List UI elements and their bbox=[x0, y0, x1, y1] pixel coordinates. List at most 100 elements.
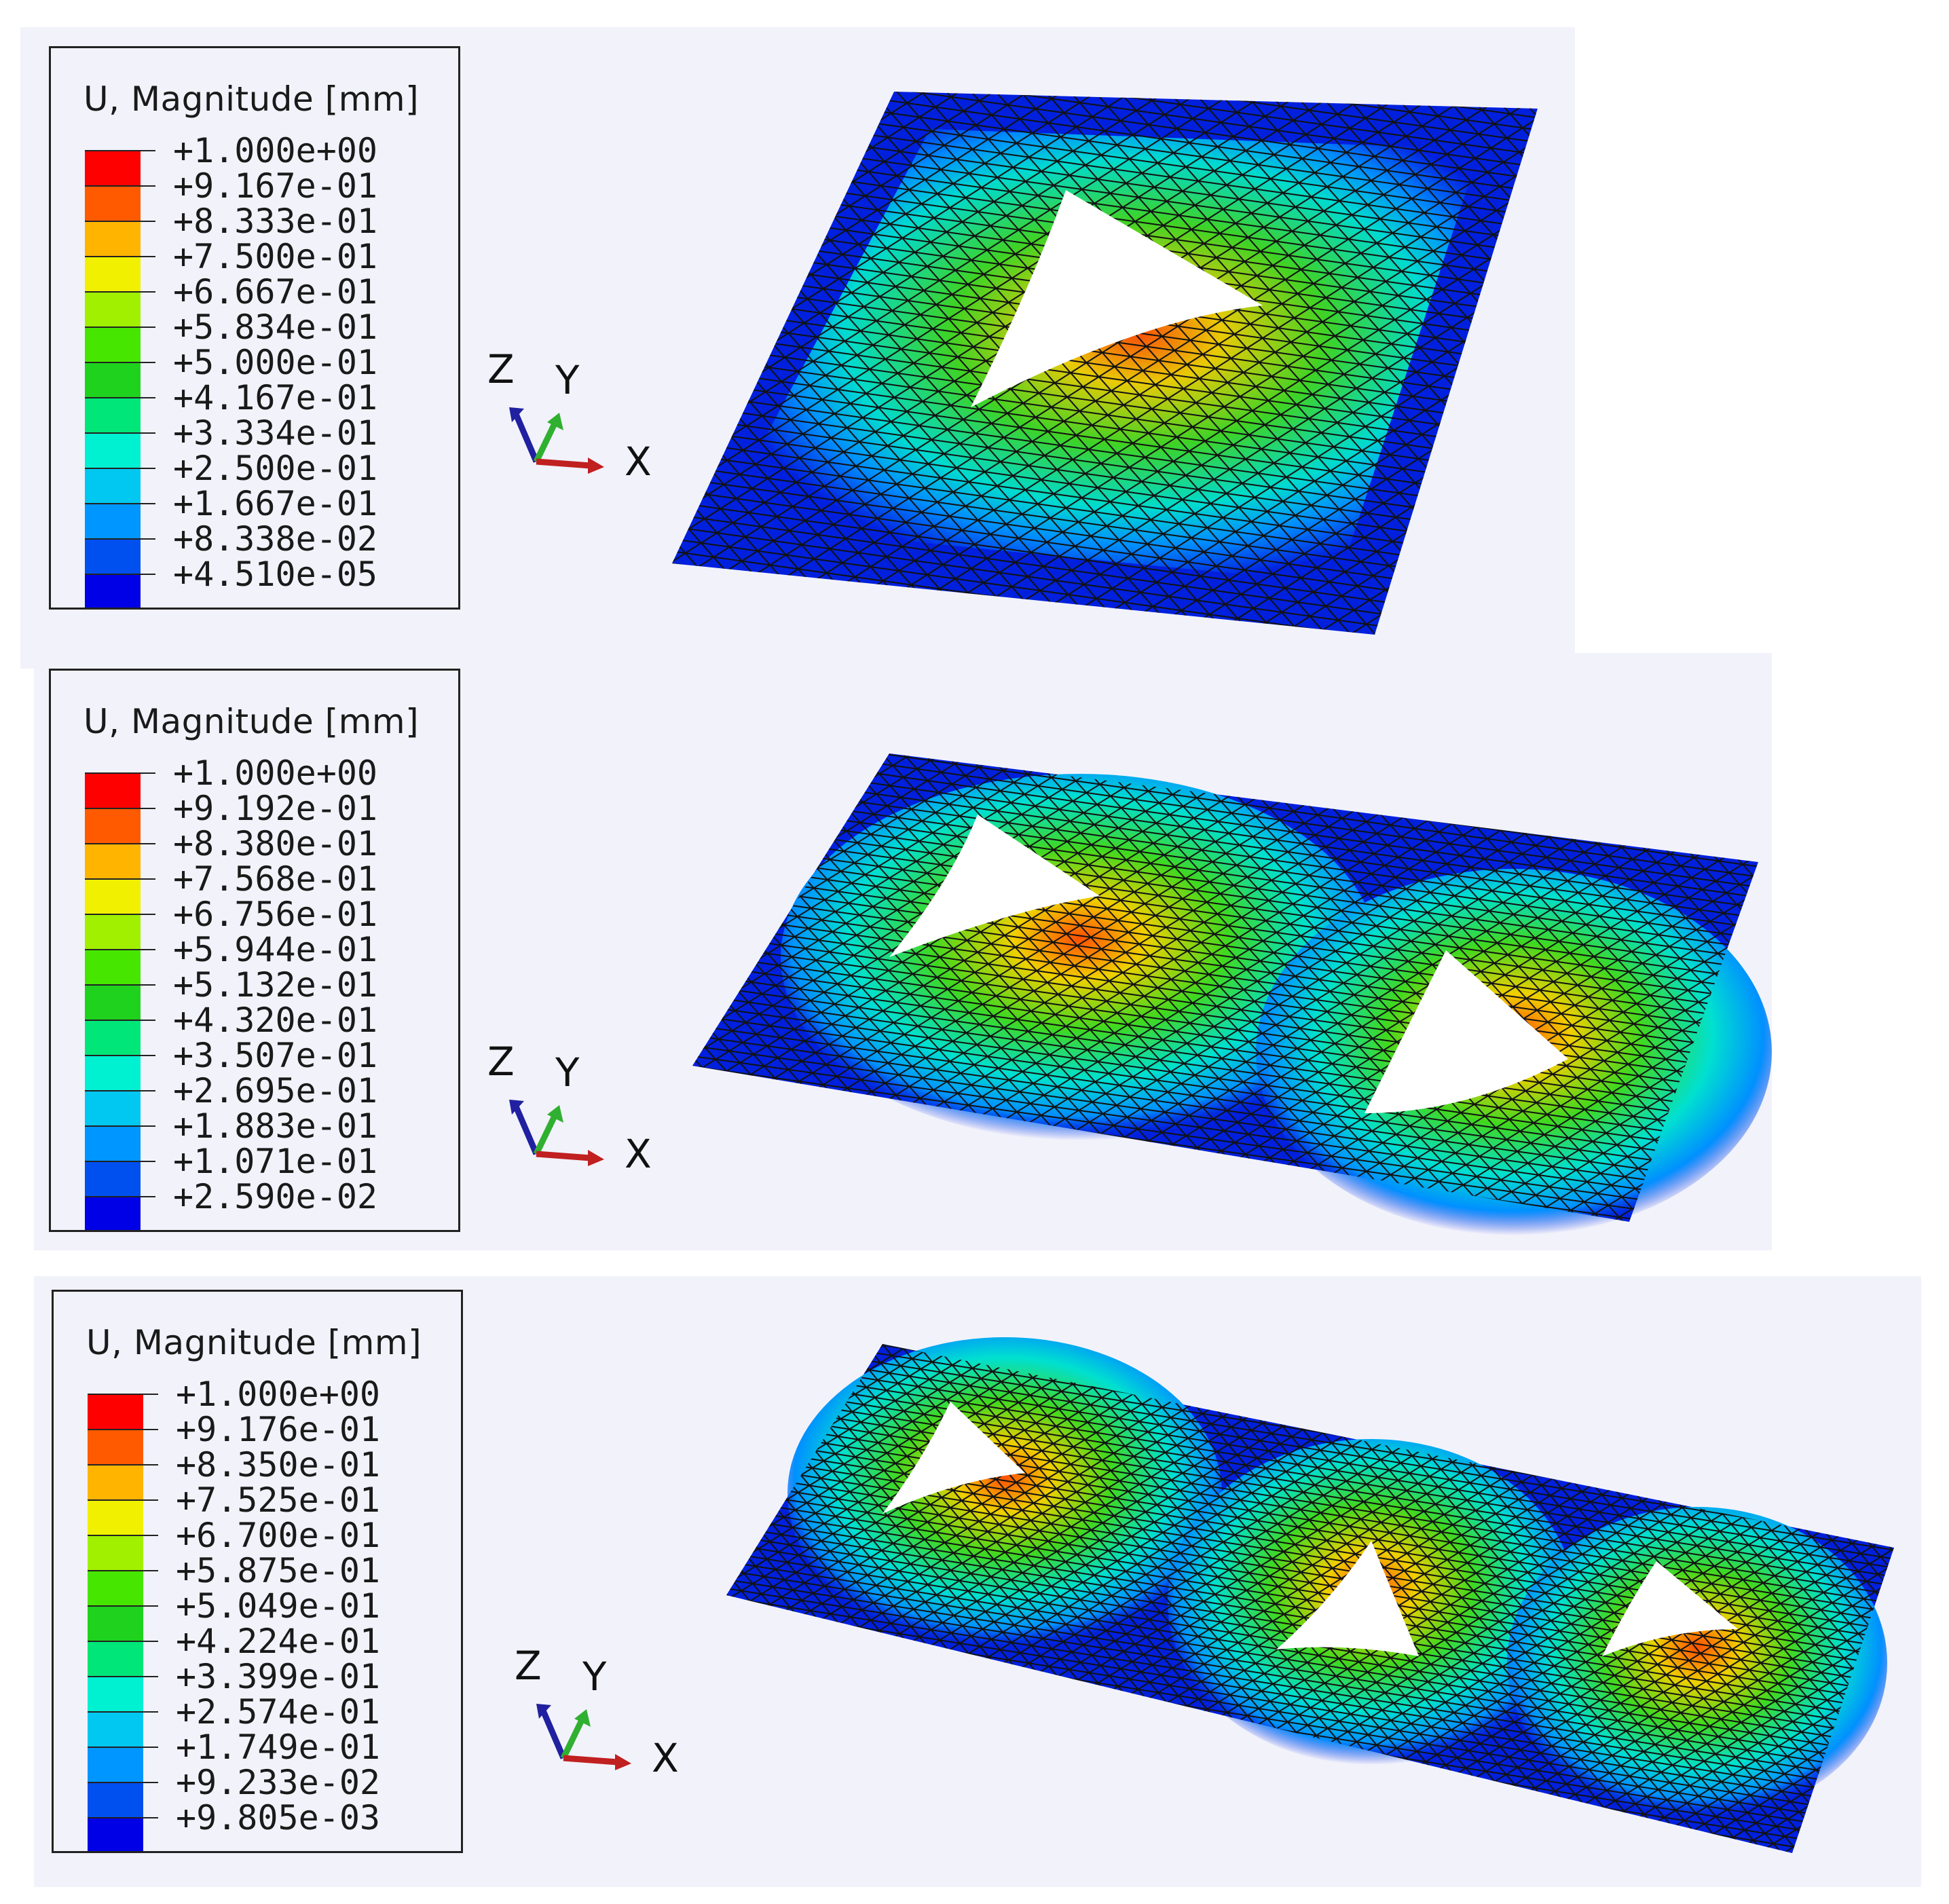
legend-tick bbox=[141, 574, 155, 575]
deformed-mesh-3 bbox=[726, 1337, 1894, 1853]
y-axis-label: Y bbox=[582, 1654, 607, 1700]
color-swatch bbox=[85, 221, 141, 256]
legend-value: +5.875e-01 bbox=[176, 1551, 381, 1590]
y-axis-label: Y bbox=[555, 357, 580, 403]
legend-tick bbox=[141, 503, 155, 504]
cutout-flap bbox=[971, 190, 1263, 407]
color-bar bbox=[85, 150, 141, 609]
color-bar bbox=[85, 772, 141, 1231]
legend-tick bbox=[141, 949, 155, 950]
legend-value: +3.334e-01 bbox=[173, 413, 378, 453]
legend-tick bbox=[143, 1605, 158, 1607]
legend-tick bbox=[141, 914, 155, 915]
legend-title: U, Magnitude [mm] bbox=[83, 79, 420, 119]
cutout-flap bbox=[1276, 1541, 1419, 1656]
color-swatch bbox=[85, 1020, 141, 1055]
color-swatch bbox=[85, 878, 141, 914]
cutout-flap bbox=[1365, 950, 1568, 1113]
legend-panel-2: U, Magnitude [mm] +1.000e+00 +9.192e-01 +8… bbox=[49, 669, 460, 1232]
legend-tick bbox=[143, 1464, 158, 1466]
legend-tick bbox=[143, 1499, 158, 1501]
color-swatch bbox=[85, 1090, 141, 1125]
legend-tick bbox=[141, 808, 155, 809]
legend-tick bbox=[141, 1196, 155, 1197]
legend-tick bbox=[141, 984, 155, 986]
legend-value: +4.320e-01 bbox=[173, 1001, 378, 1040]
color-swatch bbox=[85, 326, 141, 362]
axis-triad-1: Z Y X bbox=[487, 346, 665, 502]
legend-value: +6.667e-01 bbox=[173, 272, 378, 312]
color-swatch bbox=[85, 538, 141, 574]
color-swatch bbox=[85, 949, 141, 984]
triad-arrows bbox=[509, 1100, 604, 1166]
color-swatch bbox=[85, 1196, 141, 1231]
deformed-mesh-2 bbox=[692, 753, 1772, 1235]
deformed-mesh-1 bbox=[672, 92, 1538, 635]
legend-value: +9.192e-01 bbox=[173, 789, 378, 828]
color-swatch bbox=[88, 1605, 143, 1641]
legend-tick bbox=[141, 468, 155, 469]
legend-value: +2.574e-01 bbox=[176, 1692, 381, 1732]
legend-value: +1.000e+00 bbox=[173, 753, 378, 793]
color-swatch bbox=[85, 574, 141, 609]
legend-value: +8.380e-01 bbox=[173, 824, 378, 863]
cutout-flap bbox=[889, 815, 1100, 957]
legend-tick bbox=[143, 1394, 158, 1395]
legend-tick bbox=[143, 1782, 158, 1783]
legend-panel-1: U, Magnitude [mm] +1.000e+00 +9.167e-01 +8… bbox=[49, 46, 460, 610]
legend-tick bbox=[141, 1161, 155, 1162]
legend-value: +3.399e-01 bbox=[176, 1657, 381, 1696]
legend-tick bbox=[141, 150, 155, 151]
legend-tick bbox=[143, 1429, 158, 1430]
color-swatch bbox=[88, 1535, 143, 1570]
color-swatch bbox=[88, 1782, 143, 1817]
legend-tick bbox=[141, 1055, 155, 1056]
color-bar bbox=[88, 1394, 143, 1852]
triad-arrows bbox=[509, 407, 604, 474]
y-axis-label: Y bbox=[555, 1049, 580, 1096]
legend-value: +1.667e-01 bbox=[173, 484, 378, 523]
triad-arrows bbox=[536, 1704, 631, 1770]
legend-tick bbox=[141, 878, 155, 880]
legend-value: +5.834e-01 bbox=[173, 307, 378, 347]
legend-value: +1.000e+00 bbox=[173, 131, 378, 170]
color-swatch bbox=[85, 984, 141, 1020]
legend-tick bbox=[141, 1090, 155, 1091]
legend-title: U, Magnitude [mm] bbox=[86, 1323, 422, 1362]
legend-tick bbox=[141, 221, 155, 222]
color-swatch bbox=[85, 291, 141, 326]
legend-value: +2.695e-01 bbox=[173, 1071, 378, 1110]
legend-tick bbox=[143, 1676, 158, 1677]
color-swatch bbox=[85, 432, 141, 468]
z-axis-label: Z bbox=[515, 1643, 542, 1689]
legend-tick bbox=[141, 772, 155, 774]
legend-value: +7.500e-01 bbox=[173, 237, 378, 276]
color-swatch bbox=[85, 1055, 141, 1090]
legend-value: +4.224e-01 bbox=[176, 1622, 381, 1661]
color-swatch bbox=[88, 1570, 143, 1605]
color-swatch bbox=[85, 468, 141, 503]
legend-value: +5.132e-01 bbox=[173, 965, 378, 1005]
legend-tick bbox=[143, 1817, 158, 1818]
legend-value: +3.507e-01 bbox=[173, 1036, 378, 1075]
legend-value: +1.883e-01 bbox=[173, 1106, 378, 1146]
legend-value: +1.749e-01 bbox=[176, 1728, 381, 1767]
legend-tick bbox=[141, 432, 155, 434]
legend-value: +5.944e-01 bbox=[173, 930, 378, 969]
axis-triad-2: Z Y X bbox=[487, 1039, 665, 1195]
color-swatch bbox=[85, 914, 141, 949]
color-swatch bbox=[88, 1394, 143, 1429]
color-swatch bbox=[85, 185, 141, 221]
legend-value: +9.233e-02 bbox=[176, 1763, 381, 1802]
legend-tick bbox=[143, 1747, 158, 1748]
color-swatch bbox=[85, 397, 141, 432]
legend-tick bbox=[141, 291, 155, 293]
x-axis-label: X bbox=[625, 1131, 652, 1177]
color-swatch bbox=[88, 1429, 143, 1464]
legend-tick bbox=[143, 1535, 158, 1536]
legend-value: +2.500e-01 bbox=[173, 449, 378, 488]
legend-panel-3: U, Magnitude [mm] +1.000e+00 +9.176e-01 +8… bbox=[52, 1290, 463, 1853]
color-swatch bbox=[88, 1747, 143, 1782]
axis-triad-3: Z Y X bbox=[515, 1643, 692, 1799]
cutout-flap bbox=[883, 1402, 1025, 1514]
